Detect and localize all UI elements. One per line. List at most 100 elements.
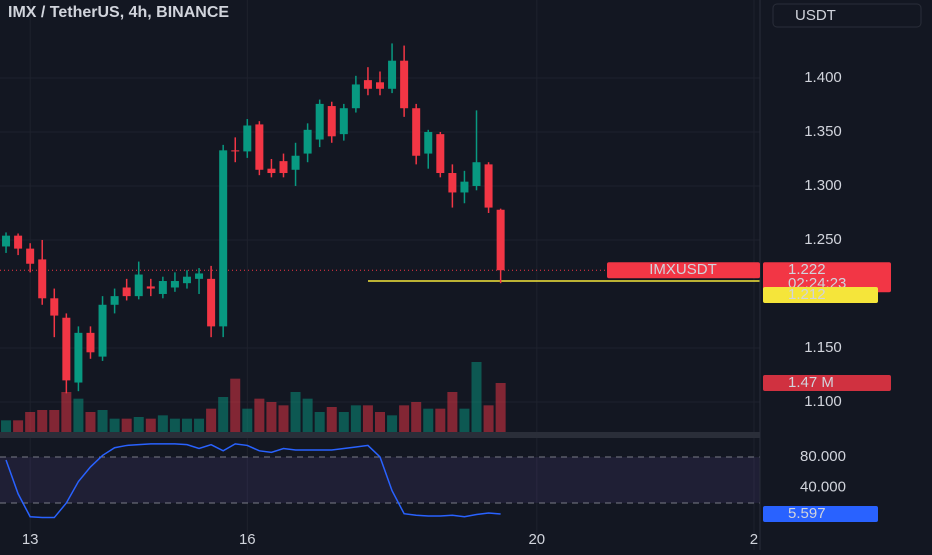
chart-title: IMX / TetherUS, 4h, BINANCE: [8, 4, 229, 21]
volume-bar: [109, 418, 120, 432]
candle-body: [98, 304, 107, 357]
candle-body: [207, 278, 216, 327]
indicator-tick-label: 80.000: [800, 448, 846, 465]
volume-bar: [495, 383, 506, 432]
volume-bar: [338, 412, 349, 432]
y-tick-label: 1.350: [804, 123, 842, 140]
indicator-line: [5, 443, 501, 519]
candle-body: [303, 129, 312, 154]
volume-bar: [447, 392, 458, 432]
volume-bar: [157, 415, 168, 432]
candle-body: [279, 161, 288, 174]
currency-label[interactable]: USDT: [795, 7, 836, 24]
volume-bar: [85, 412, 96, 432]
candle-body: [388, 60, 397, 89]
x-tick-label: 20: [528, 531, 545, 548]
candle-body: [243, 125, 252, 152]
volume-bar: [387, 415, 398, 432]
volume-bar: [423, 408, 434, 432]
volume-bar: [314, 412, 325, 432]
candle-body: [363, 80, 372, 89]
x-tick-label: 13: [22, 531, 39, 548]
volume-bar: [181, 418, 192, 432]
candle-body: [182, 276, 191, 284]
candle-body: [376, 82, 384, 89]
candle-body: [2, 235, 11, 247]
volume-bar: [206, 408, 217, 432]
y-tick-label: 1.150: [804, 339, 842, 356]
candle-body: [219, 150, 228, 327]
candle-body: [424, 131, 433, 154]
y-tick-label: 1.100: [804, 393, 842, 410]
pane-separator: [0, 432, 932, 438]
volume-bar: [1, 420, 12, 432]
candle-body: [412, 108, 421, 156]
volume-label: 1.47 M: [788, 374, 834, 391]
candle-body: [62, 317, 71, 381]
volume-bar: [145, 418, 156, 432]
x-tick-label: 16: [239, 531, 256, 548]
volume-bar: [435, 408, 446, 432]
candle-body: [38, 259, 47, 299]
currency-button[interactable]: [772, 3, 922, 28]
volume-bar: [49, 410, 60, 432]
volume-bar: [459, 408, 470, 432]
volume-bar: [302, 398, 313, 432]
indicator-band: [0, 456, 760, 503]
candle-body: [170, 281, 179, 288]
volume-bar: [350, 405, 361, 432]
volume-bar: [169, 418, 180, 432]
alert-label: 1.212: [788, 286, 826, 303]
volume-bar: [194, 418, 205, 432]
candle-body: [327, 106, 336, 137]
volume-bar: [218, 397, 229, 432]
volume-bar: [399, 405, 410, 432]
candle-body: [472, 162, 481, 186]
candle-body: [110, 296, 119, 305]
alert-tag: [763, 287, 878, 304]
volume-bar: [326, 407, 337, 432]
symbol-label: IMXUSDT: [649, 261, 717, 278]
indicator-tick-label: 40.000: [800, 479, 846, 496]
candle-body: [484, 164, 493, 208]
y-tick-label: 1.250: [804, 231, 842, 248]
candle-body: [436, 134, 445, 174]
candle-body: [26, 248, 35, 264]
candle-body: [448, 173, 457, 193]
candle-body: [496, 209, 505, 271]
volume-tag: [763, 375, 891, 391]
candle-body: [291, 155, 300, 170]
candle-body: [195, 273, 204, 279]
candle-body: [400, 60, 409, 109]
volume-bar: [483, 405, 494, 432]
candle-body: [158, 281, 167, 294]
candle-body: [86, 332, 95, 353]
candle-body: [460, 181, 469, 193]
volume-bar: [25, 412, 36, 432]
price-tag: [763, 262, 891, 293]
candle-body: [339, 108, 348, 135]
candle-body: [122, 287, 131, 297]
volume-bar: [230, 378, 241, 432]
candle-body: [14, 235, 23, 249]
volume-bar: [13, 420, 24, 432]
volume-bar: [73, 398, 84, 432]
symbol-tag: [607, 262, 760, 279]
volume-bar: [411, 402, 422, 432]
volume-bar: [61, 392, 72, 432]
candle-body: [50, 298, 59, 316]
candle-body: [351, 84, 360, 109]
candle-body: [134, 274, 143, 297]
y-tick-label: 1.400: [804, 69, 842, 86]
indicator-value: 5.597: [788, 505, 826, 522]
volume-bar: [471, 362, 482, 432]
volume-bar: [133, 417, 144, 432]
candle-body: [231, 150, 240, 152]
volume-bar: [242, 408, 253, 432]
indicator-tag: [763, 506, 878, 523]
candle-body: [315, 103, 324, 140]
candle-body: [267, 168, 276, 174]
volume-bar: [121, 418, 132, 432]
y-tick-label: 1.300: [804, 177, 842, 194]
